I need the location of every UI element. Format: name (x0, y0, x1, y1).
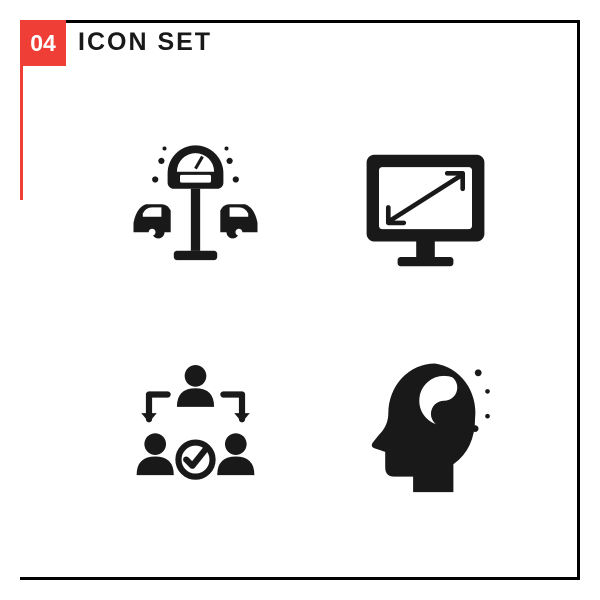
monitor-resize-icon (348, 133, 503, 293)
frame-border-bottom (20, 577, 580, 580)
head-yinyang-icon (348, 348, 503, 508)
team-delegate-icon (118, 348, 273, 508)
frame-border-top (20, 20, 580, 23)
set-title: ICON SET (78, 28, 212, 57)
icon-grid (80, 105, 540, 535)
frame-border-right (577, 20, 580, 580)
set-number-badge: 04 (20, 20, 66, 66)
parking-meter-icon (118, 133, 273, 293)
set-number: 04 (30, 30, 56, 57)
